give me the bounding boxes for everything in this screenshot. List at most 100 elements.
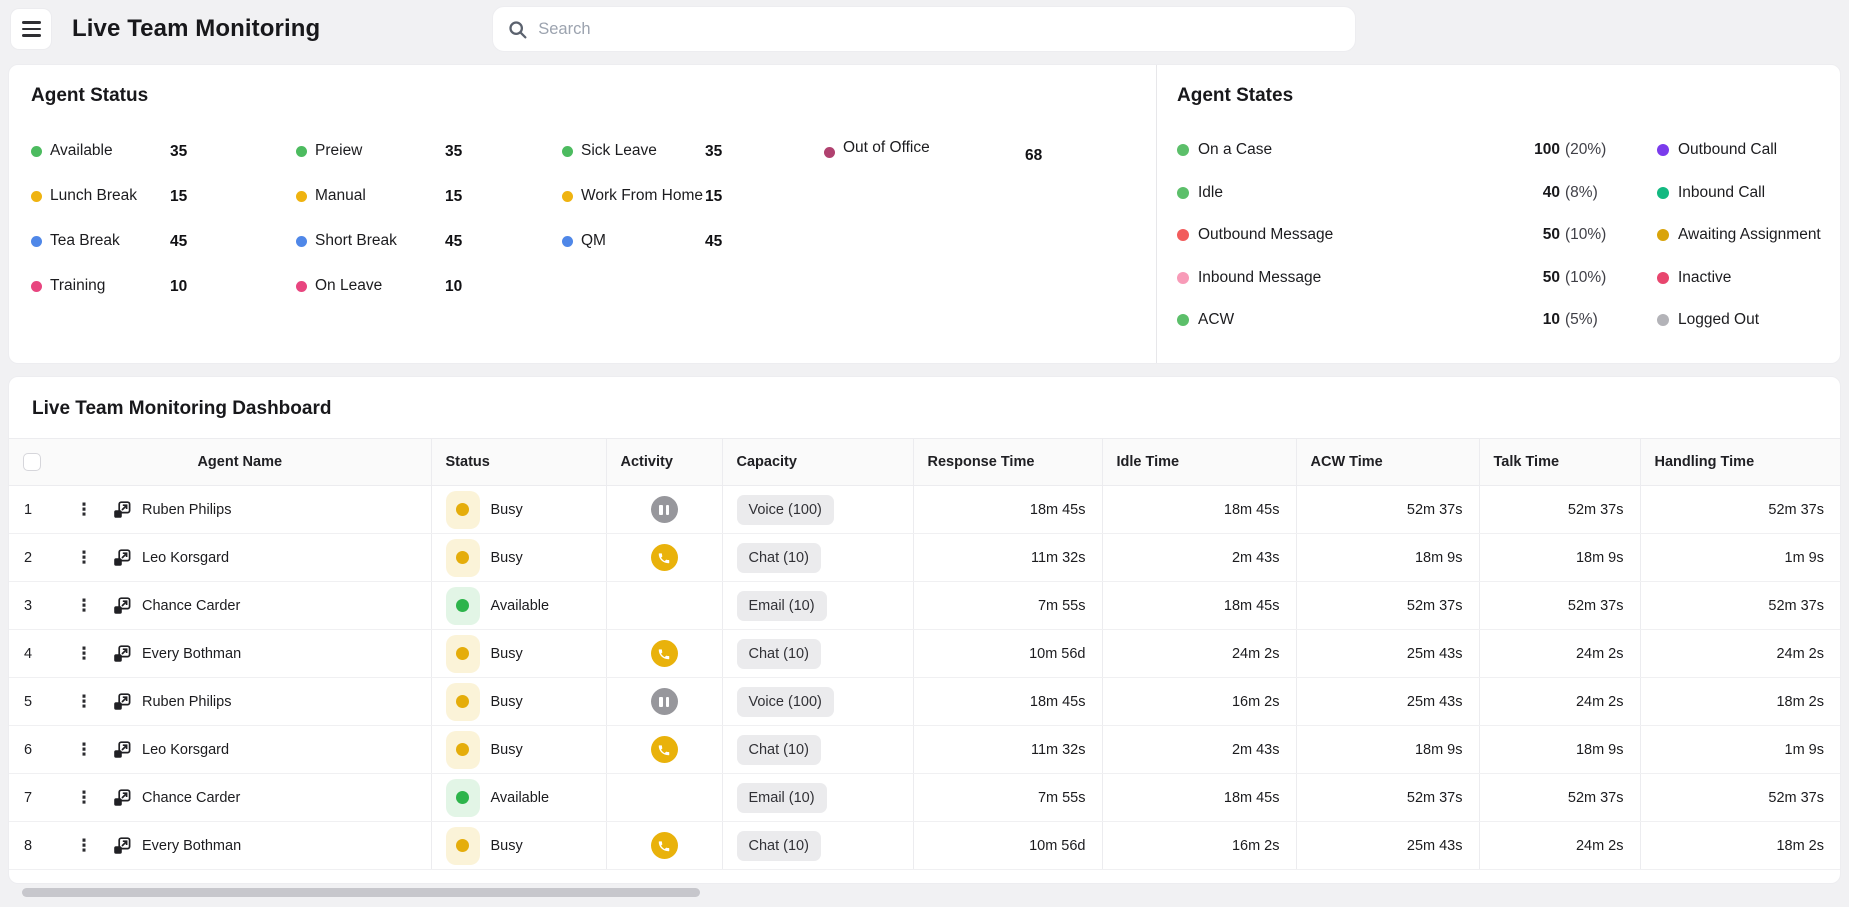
agent-name-cell: ⋮ Ruben Philips: [49, 485, 431, 534]
status-dot-icon: [1177, 314, 1189, 327]
capacity-badge: Chat (10): [736, 542, 821, 573]
agent-state-label: Inbound Message: [1198, 268, 1322, 286]
kebab-menu-icon[interactable]: ⋮: [75, 835, 93, 855]
agent-name-label: Chance Carder: [142, 789, 241, 806]
search-input[interactable]: [538, 19, 1342, 39]
agent-state-item: Awaiting Assignment: [1657, 214, 1821, 257]
pause-icon: [650, 496, 678, 523]
row-number-cell: 4: [9, 629, 49, 678]
status-badge: [445, 490, 480, 529]
agent-status-item-value: 45: [705, 232, 723, 250]
capacity-badge: Email (10): [736, 782, 827, 813]
row-number-cell: 1: [9, 485, 49, 534]
status-label: Busy: [490, 549, 523, 566]
horizontal-scrollbar-thumb[interactable]: [22, 888, 700, 897]
table-row[interactable]: 3 ⋮ Chance Carder Available Email (10) 7m 55s…: [9, 581, 1840, 630]
agent-status-item-value: 35: [705, 142, 723, 160]
agent-state-value: 50: [1542, 268, 1560, 286]
agent-state-item: Logged Out: [1657, 299, 1821, 342]
agent-table-body: 1 ⋮ Ruben Philips Busy Voice (100) 18m 45s 18m…: [9, 485, 1840, 870]
hamburger-menu-button[interactable]: [10, 8, 52, 50]
capacity-badge: Email (10): [736, 590, 827, 621]
table-row[interactable]: 4 ⋮ Every Bothman Busy Chat (10) 10m 56d 24m 2…: [9, 629, 1840, 678]
hamburger-icon: [21, 21, 41, 24]
table-row[interactable]: 1 ⋮ Ruben Philips Busy Voice (100) 18m 45s 18m…: [9, 485, 1840, 534]
status-dot-icon: [456, 743, 469, 756]
agent-state-percent: (8%): [1565, 183, 1598, 201]
capacity-badge: Voice (100): [736, 686, 834, 717]
capacity-cell: Email (10): [721, 773, 913, 822]
open-agent-icon[interactable]: [113, 596, 131, 615]
response-time-cell: 11m 32s: [912, 725, 1102, 774]
agent-status-item-value: 15: [445, 187, 463, 205]
activity-cell: [605, 725, 722, 774]
kebab-menu-icon[interactable]: ⋮: [75, 787, 93, 807]
column-header-response-time: Response Time: [912, 438, 1102, 486]
status-label: Busy: [490, 645, 523, 662]
agent-states-title: Agent States: [1177, 85, 1294, 106]
agent-state-percent: (10%): [1565, 268, 1607, 286]
open-agent-icon[interactable]: [113, 836, 131, 855]
agent-name-cell: ⋮ Chance Carder: [49, 581, 431, 630]
kebab-menu-icon[interactable]: ⋮: [75, 643, 93, 663]
open-agent-icon[interactable]: [113, 788, 131, 807]
table-row[interactable]: 6 ⋮ Leo Korsgard Busy Chat (10) 11m 32s 2m 43s…: [9, 725, 1840, 774]
open-agent-icon[interactable]: [113, 500, 131, 519]
agent-status-item-label: Preiew: [315, 142, 363, 160]
table-row[interactable]: 2 ⋮ Leo Korsgard Busy Chat (10) 11m 32s 2m 43s…: [9, 533, 1840, 582]
status-dot-icon: [296, 146, 307, 157]
status-label: Available: [490, 789, 550, 806]
status-dot-icon: [456, 551, 469, 564]
agent-state-item: Outbound Call: [1657, 129, 1821, 172]
open-agent-icon[interactable]: [113, 740, 131, 759]
capacity-badge: Chat (10): [736, 734, 821, 765]
select-all-checkbox[interactable]: [23, 453, 41, 471]
status-dot-icon: [296, 236, 307, 247]
agent-name-cell: ⋮ Every Bothman: [49, 629, 431, 678]
status-label: Busy: [490, 693, 523, 710]
open-agent-icon[interactable]: [113, 692, 131, 711]
response-time-cell: 7m 55s: [912, 581, 1102, 630]
open-agent-icon[interactable]: [113, 644, 131, 663]
agent-state-percent: (10%): [1565, 226, 1607, 244]
agent-status-item-label: Work From Home: [581, 187, 704, 205]
acw-time-cell: 18m 9s: [1295, 533, 1479, 582]
capacity-cell: Chat (10): [721, 533, 913, 582]
talk-time-cell: 52m 37s: [1478, 581, 1640, 630]
status-label: Available: [490, 597, 550, 614]
talk-time-cell: 52m 37s: [1478, 773, 1640, 822]
agent-status-item-label: Manual: [315, 187, 366, 205]
table-row[interactable]: 8 ⋮ Every Bothman Busy Chat (10) 10m 56d 16m 2…: [9, 821, 1840, 870]
pause-icon: [650, 688, 678, 715]
open-agent-icon[interactable]: [113, 548, 131, 567]
agent-state-label: Inbound Call: [1678, 183, 1766, 201]
activity-cell: [605, 677, 722, 726]
agent-status-item-label: Lunch Break: [50, 187, 138, 205]
kebab-menu-icon[interactable]: ⋮: [75, 499, 93, 519]
talk-time-cell: 18m 9s: [1478, 533, 1640, 582]
table-row[interactable]: 5 ⋮ Ruben Philips Busy Voice (100) 18m 45s 16m…: [9, 677, 1840, 726]
search-box[interactable]: [492, 6, 1357, 52]
column-header-capacity: Capacity: [721, 438, 913, 486]
table-row[interactable]: 7 ⋮ Chance Carder Available Email (10) 7m 55s…: [9, 773, 1840, 822]
capacity-cell: Chat (10): [721, 821, 913, 870]
agent-states-panel: Agent States On a Case 100 (20%) Idle 40 (8%)…: [1157, 65, 1840, 363]
agent-status-column: Out of Office 68: [818, 129, 1156, 309]
kebab-menu-icon[interactable]: ⋮: [75, 547, 93, 567]
agent-name-label: Ruben Philips: [142, 693, 232, 710]
kebab-menu-icon[interactable]: ⋮: [75, 595, 93, 615]
status-dot-icon: [1657, 271, 1669, 284]
row-number-cell: 2: [9, 533, 49, 582]
agent-state-percent: (5%): [1565, 311, 1598, 329]
kebab-menu-icon[interactable]: ⋮: [75, 691, 93, 711]
row-number-cell: 8: [9, 821, 49, 870]
status-dot-icon: [31, 146, 42, 157]
kebab-menu-icon[interactable]: ⋮: [75, 739, 93, 759]
agent-status-item-value: 35: [170, 142, 188, 160]
status-dot-icon: [31, 191, 42, 202]
agent-status-item-value: 45: [445, 232, 463, 250]
talk-time-cell: 24m 2s: [1478, 821, 1640, 870]
status-badge: [445, 586, 480, 625]
status-cell: Busy: [430, 821, 606, 870]
handling-time-cell: 52m 37s: [1639, 485, 1840, 534]
